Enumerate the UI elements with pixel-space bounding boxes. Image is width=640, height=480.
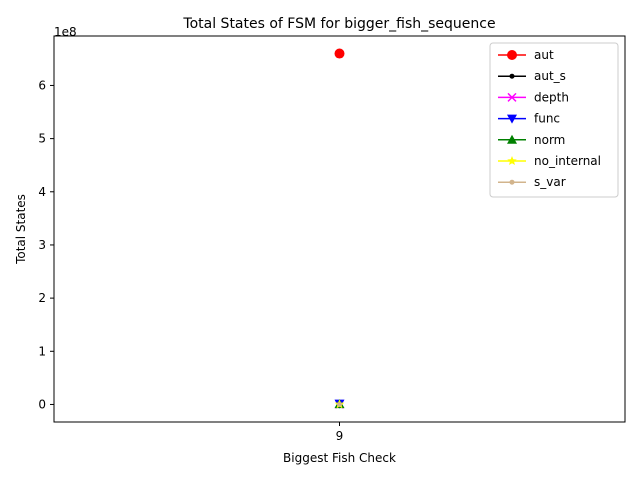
legend-frame (489, 42, 619, 198)
legend-marker (507, 92, 517, 102)
x-axis-label: Biggest Fish Check (283, 451, 396, 465)
chart-title: Total States of FSM for bigger_fish_sequ… (182, 16, 495, 32)
y-tick-label: 3 (38, 238, 46, 252)
y-axis: 0 1 2 3 4 5 6 (38, 78, 54, 411)
legend-label: aut (534, 48, 554, 62)
y-tick-label: 2 (38, 291, 46, 305)
y-offset-label: 1e8 (54, 25, 77, 39)
legend-marker (507, 50, 517, 60)
legend-label: func (534, 112, 560, 126)
x-axis: 9 (336, 422, 344, 443)
y-tick-label: 0 (38, 397, 46, 411)
y-tick-label: 4 (38, 185, 46, 199)
y-tick-label: 6 (38, 78, 46, 92)
legend-label: s_var (534, 175, 566, 189)
data-point-s-var (337, 401, 342, 407)
legend-label: aut_s (534, 69, 566, 83)
legend-marker (507, 156, 517, 166)
x-tick-label: 9 (336, 429, 344, 443)
legend-marker (507, 114, 517, 124)
legend-label: norm (534, 133, 565, 147)
legend-marker (509, 179, 515, 185)
y-tick-label: 1 (38, 344, 46, 358)
legend-marker (507, 134, 517, 144)
data-point-aut (334, 48, 345, 59)
y-axis-label: Total States (14, 194, 28, 265)
series-marks (334, 48, 345, 409)
y-tick-label: 5 (38, 132, 46, 146)
legend-marker (509, 73, 515, 79)
legend-label: no_internal (534, 154, 601, 168)
legend-label: depth (534, 90, 569, 104)
